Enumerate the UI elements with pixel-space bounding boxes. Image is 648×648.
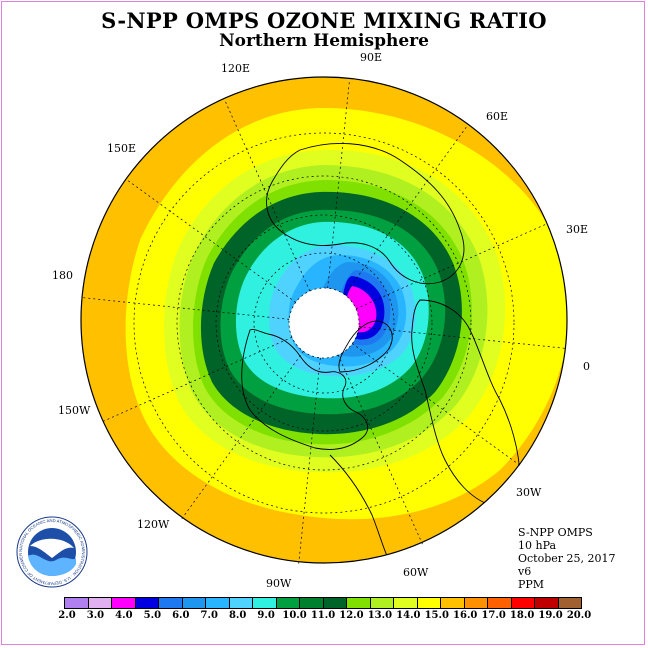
- legend-swatch: [394, 598, 418, 608]
- legend-swatch: [323, 598, 347, 608]
- legend-swatch: [253, 598, 277, 608]
- legend-swatch: [300, 598, 324, 608]
- info-version: v6: [518, 565, 532, 578]
- legend-tick-label: 15.0: [424, 610, 449, 621]
- legend-swatch: [370, 598, 394, 608]
- lat-30: [133, 132, 515, 514]
- noaa-logo-text: NOAA: [40, 541, 64, 550]
- lon-label-150w: 150W: [58, 404, 91, 417]
- page-title: S-NPP OMPS OZONE MIXING RATIO: [101, 8, 547, 33]
- lon-label-0: 0: [583, 360, 590, 373]
- globe-outline: [80, 76, 568, 564]
- legend-swatch: [558, 598, 581, 608]
- latitude-circles: [133, 132, 515, 514]
- legend-swatch: [488, 598, 512, 608]
- legend-swatch: [159, 598, 183, 608]
- coast-greenland: [338, 320, 393, 373]
- legend-swatch: [229, 598, 253, 608]
- legend-tick-label: 6.0: [172, 610, 190, 621]
- legend-tick-label: 17.0: [481, 610, 506, 621]
- legend-swatch: [464, 598, 488, 608]
- lon-label-150e: 150E: [107, 142, 136, 155]
- legend-swatch: [206, 598, 230, 608]
- legend-tick-label: 18.0: [509, 610, 535, 621]
- legend-swatch: [535, 598, 559, 608]
- color-legend: [64, 597, 582, 609]
- noaa-logo: NOAA NATIONAL OCEANIC AND ATMOSPHERIC AD…: [16, 516, 88, 588]
- legend-swatch: [135, 598, 159, 608]
- legend-tick-label: 11.0: [310, 610, 336, 621]
- legend-swatch: [276, 598, 300, 608]
- legend-swatch: [65, 598, 89, 608]
- legend-tick-label: 4.0: [115, 610, 133, 621]
- legend-tick-labels: 2.0 3.0 4.0 5.0 6.0 7.0 8.0 9.0 10.0 11.0 12.0 13.0…: [0, 610, 648, 626]
- legend-tick-label: 10.0: [282, 610, 307, 621]
- legend-tick-label: 16.0: [453, 610, 478, 621]
- legend-swatch: [441, 598, 465, 608]
- lon-label-120w: 120W: [137, 518, 170, 531]
- info-date: October 25, 2017: [518, 552, 616, 565]
- legend-tick-label: 14.0: [396, 610, 421, 621]
- legend-tick-label: 2.0: [58, 610, 76, 621]
- legend-tick-label: 20.0: [566, 610, 592, 621]
- legend-swatch: [182, 598, 206, 608]
- legend-tick-label: 7.0: [200, 610, 218, 621]
- lon-label-180: 180: [52, 269, 73, 282]
- legend-tick-label: 19.0: [538, 610, 563, 621]
- info-units: PPM: [518, 578, 545, 591]
- lat-60: [215, 214, 433, 432]
- coast-asia: [266, 143, 465, 285]
- lat-45: [176, 175, 472, 471]
- legend-swatch: [112, 598, 136, 608]
- info-level: 10 hPa: [518, 539, 557, 552]
- page-subtitle: Northern Hemisphere: [219, 31, 429, 51]
- lon-label-90e: 90E: [360, 51, 382, 64]
- legend-tick-label: 5.0: [143, 610, 162, 621]
- lat-80: [288, 287, 360, 359]
- coast-north-america: [241, 329, 369, 450]
- legend-tick-label: 13.0: [367, 610, 393, 621]
- lat-70: [253, 252, 395, 394]
- lon-label-30w: 30W: [516, 486, 542, 499]
- ozone-contour-fill: [81, 77, 567, 563]
- lon-label-90w: 90W: [266, 577, 292, 590]
- legend-tick-label: 3.0: [86, 610, 105, 621]
- info-instrument: S-NPP OMPS: [518, 526, 593, 539]
- legend-tick-label: 9.0: [257, 610, 275, 621]
- legend-swatch: [88, 598, 112, 608]
- legend-swatch: [347, 598, 371, 608]
- lon-label-60w: 60W: [403, 566, 429, 579]
- polar-no-data-cap: [289, 288, 359, 358]
- lon-label-120e: 120E: [221, 62, 250, 75]
- legend-tick-label: 12.0: [339, 610, 364, 621]
- coast-central-america: [329, 454, 393, 563]
- lon-label-30e: 30E: [566, 223, 588, 236]
- legend-swatch: [511, 598, 535, 608]
- info-block: S-NPP OMPS 10 hPa October 25, 2017 v6 PP…: [518, 526, 616, 591]
- legend-swatch: [417, 598, 441, 608]
- lon-label-60e: 60E: [486, 110, 508, 123]
- longitude-labels: 90E 60E 30E 0 30W 60W 90W 120W 150W 180 …: [52, 51, 590, 590]
- legend-tick-label: 8.0: [228, 610, 247, 621]
